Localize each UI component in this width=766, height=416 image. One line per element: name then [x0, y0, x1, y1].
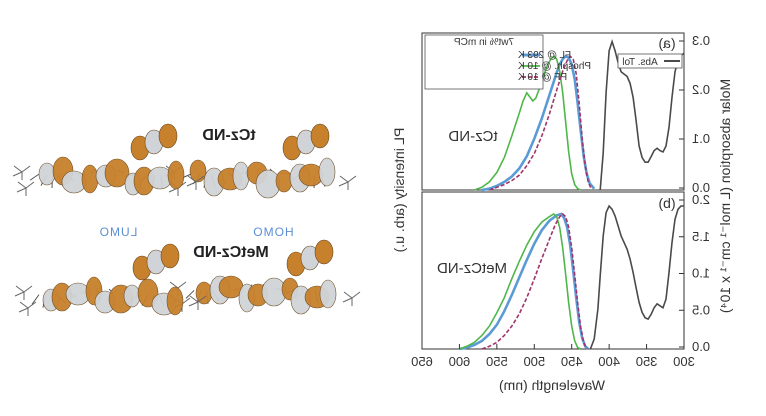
panel-b-material: MetCz-ND — [437, 260, 507, 277]
chart-area: 300 350 400 450 500 550 600 650 0.0 0.1 0.2 0.3 0.0 0… — [391, 32, 733, 393]
bond-line — [351, 291, 361, 299]
orbital-render-lumo-top — [12, 123, 205, 196]
bond-line — [177, 281, 187, 289]
x-tick-label: 400 — [598, 354, 620, 369]
y-tick-label: 0.3 — [692, 33, 710, 48]
y-tick-label: 2.0 — [692, 192, 710, 207]
bond-line — [338, 181, 349, 187]
x-tick-label: 500 — [523, 354, 545, 369]
bond-line — [15, 285, 25, 293]
y-tick-label: 0.0 — [692, 339, 710, 354]
series-line-a-0 — [599, 38, 685, 191]
bond-line — [12, 171, 23, 177]
series-line-b-3 — [481, 212, 588, 350]
bond-line — [19, 301, 29, 309]
orbital-lobe — [310, 123, 330, 149]
bond-line — [181, 297, 191, 305]
orbital-lobe — [166, 286, 184, 316]
legend-label-fl: FL @ 293 K — [518, 50, 571, 61]
series-line-b-1 — [459, 212, 590, 351]
series-line-a-3 — [489, 55, 592, 191]
orbital-lobe — [123, 284, 141, 308]
y-tick-label: 1.5 — [692, 229, 710, 244]
bond-line — [31, 294, 40, 305]
abs-legend: Abs. Tol — [617, 53, 683, 69]
bond-line — [186, 181, 197, 187]
right-y-axis-label: Molar absorption (L mol⁻¹ cm⁻¹ x 10⁴) — [717, 79, 733, 313]
orbital-lobe — [160, 243, 180, 269]
homo-label: HOMO — [252, 225, 293, 239]
panel-a-material: tCz-ND — [448, 128, 497, 145]
bond-line — [18, 307, 29, 313]
x-tick-label: 350 — [636, 354, 658, 369]
orbital-lobe — [195, 281, 213, 305]
bond-line — [29, 173, 40, 181]
x-axis-label: Wavelength (nm) — [499, 377, 605, 393]
panel-b-frame — [421, 191, 685, 350]
panel-a-label: (a) — [658, 35, 675, 51]
bond-line — [17, 181, 27, 189]
x-tick-label: 450 — [561, 354, 583, 369]
legend: 7wt% in mCP FL @ 293 K Phosph. @ 10 K PF… — [424, 34, 591, 90]
x-tick-label: 600 — [449, 354, 471, 369]
orbital-lobe — [319, 279, 337, 309]
orbital-render-lumo-bottom — [14, 243, 207, 316]
top-molecule-title: tCz-ND — [202, 127, 255, 144]
bond-line — [188, 301, 199, 307]
legend-title: 7wt% in mCP — [454, 37, 514, 48]
x-tick-label: 300 — [673, 354, 695, 369]
orbital-lobe — [232, 161, 250, 191]
bond-line — [185, 290, 195, 299]
lumo-label: LUMO — [99, 225, 138, 239]
orbital-lobe — [275, 169, 293, 193]
bond-line — [13, 165, 23, 173]
y-tick-label: 0.1 — [692, 131, 710, 146]
bond-line — [347, 175, 357, 183]
y-tick-label: 1.0 — [692, 266, 710, 281]
bond-line — [189, 295, 199, 303]
bond-line — [25, 181, 35, 189]
legend-box — [424, 34, 544, 90]
bond-line — [23, 285, 33, 293]
abs-legend-box — [617, 53, 683, 69]
x-tick-label: 650 — [411, 354, 433, 369]
panel-b-label: (b) — [658, 195, 675, 211]
legend-label-abs: Abs. Tol — [622, 57, 657, 68]
bond-line — [14, 291, 25, 297]
bond-line — [195, 175, 205, 183]
bond-line — [339, 175, 349, 183]
left-y-axis-label: PL intensity (arb. u.) — [391, 128, 407, 253]
series-line-b-2 — [459, 213, 582, 350]
molecule-area: tCz-ND MetCz-ND HOMO LUMO — [12, 123, 361, 316]
orbital-lobe — [189, 159, 207, 183]
bottom-molecule-title: MetCz-ND — [193, 244, 269, 261]
orbital-lobe — [81, 164, 99, 194]
panel-a-frame — [421, 32, 685, 191]
legend-label-phosph: Phosph. @ 10 K — [518, 61, 591, 72]
y-tick-label: 0.0 — [692, 180, 710, 195]
legend-label-pf: PF @ 10 K — [518, 72, 567, 83]
orbital-lobe — [38, 162, 56, 186]
bond-line — [21, 165, 31, 173]
bond-line — [16, 187, 27, 193]
orbital-render-homo-top — [164, 123, 357, 199]
y-tick-label: 0.2 — [692, 82, 710, 97]
x-tick-label: 550 — [486, 354, 508, 369]
orbital-lobe — [314, 239, 334, 265]
y-tick-label: 0.5 — [692, 302, 710, 317]
orbital-lobe — [318, 157, 336, 187]
orbital-render-homo-bottom — [168, 239, 361, 315]
bond-line — [342, 297, 353, 303]
orbital-lobe — [167, 160, 185, 190]
bond-line — [197, 295, 207, 303]
orbital-lobe — [158, 123, 178, 149]
bond-line — [187, 175, 197, 183]
bond-line — [343, 291, 353, 299]
bond-line — [27, 301, 37, 309]
orbital-lobe — [104, 158, 130, 188]
series-line-b-0 — [589, 204, 684, 350]
